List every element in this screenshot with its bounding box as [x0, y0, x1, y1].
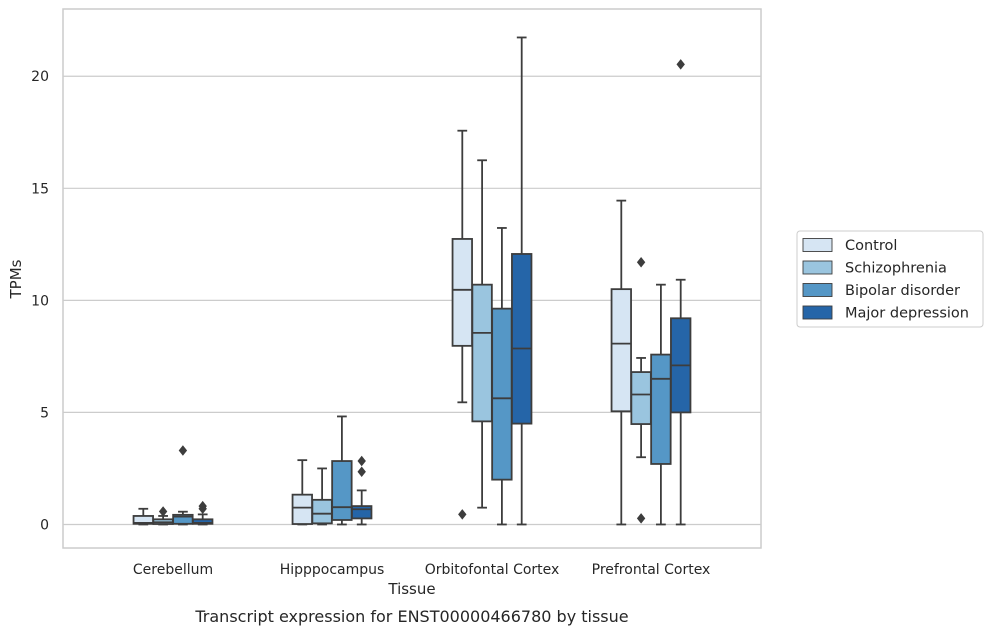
boxes: [132, 36, 692, 526]
box-iqr: [291, 493, 313, 525]
y-tick-labels: 0 5 10 15 20: [31, 69, 49, 533]
legend-label: Control: [845, 238, 897, 254]
outlier-point: [198, 500, 207, 512]
x-tick-label: Cerebellum: [133, 562, 213, 578]
legend-label: Schizophrenia: [845, 261, 947, 277]
box-bipolar-disorder: [491, 227, 513, 526]
box-bipolar-disorder: [172, 445, 194, 526]
box-major-depression: [670, 59, 692, 526]
y-tick-label: 5: [40, 405, 49, 421]
box-major-depression: [192, 500, 214, 526]
box-control: [451, 129, 473, 520]
box-schizophrenia: [471, 159, 493, 509]
box-schizophrenia: [152, 506, 174, 526]
legend-label: Major depression: [845, 306, 969, 322]
legend: Control Schizophrenia Bipolar disorder Majo…: [796, 230, 984, 328]
outlier-point: [178, 445, 188, 456]
outlier-point: [357, 455, 366, 467]
outlier-point: [676, 59, 685, 70]
plot-frame: [62, 8, 762, 549]
y-axis-label: TPMs: [7, 259, 25, 299]
outlier-point: [458, 509, 467, 520]
y-tick-label: 0: [40, 517, 49, 533]
x-axis-label: Tissue: [387, 580, 435, 598]
box-iqr: [351, 505, 373, 520]
box-iqr: [451, 238, 473, 347]
box-control: [291, 459, 313, 526]
y-tick-label: 15: [31, 181, 49, 197]
box-control: [610, 199, 632, 526]
legend-swatch: [802, 283, 833, 297]
y-tick-label: 20: [31, 69, 49, 85]
box-control: [132, 507, 154, 526]
box-iqr: [471, 283, 493, 423]
x-tick-label: Hipppocampus: [280, 562, 385, 578]
x-tick-label: Prefrontal Cortex: [592, 562, 711, 578]
outlier-point: [636, 513, 646, 524]
x-tick-label: Orbitofontal Cortex: [425, 562, 560, 578]
legend-frame: [796, 230, 984, 328]
figure-caption: Transcript expression for ENST0000046678…: [194, 607, 628, 626]
legend-label: Bipolar disorder: [845, 283, 960, 299]
box-major-depression: [511, 36, 533, 526]
outlier-point: [158, 506, 168, 517]
box-iqr: [511, 253, 533, 425]
box-major-depression: [351, 455, 373, 526]
box-bipolar-disorder: [650, 283, 672, 526]
box-iqr: [610, 288, 632, 413]
box-schizophrenia: [311, 467, 333, 526]
y-tick-label: 10: [31, 293, 49, 309]
box-iqr: [331, 460, 353, 521]
box-iqr: [311, 498, 333, 525]
box-schizophrenia: [630, 257, 652, 524]
box-bipolar-disorder: [331, 415, 353, 526]
outlier-point: [636, 257, 646, 268]
outlier-point: [357, 466, 366, 478]
legend-swatch: [802, 305, 833, 320]
legend-swatch: [802, 260, 833, 275]
box-iqr: [650, 353, 672, 465]
box-iqr: [491, 307, 513, 481]
x-tick-labels: Cerebellum Hipppocampus Orbitofontal Corte…: [133, 562, 710, 578]
legend-swatch: [802, 238, 833, 252]
box-iqr: [630, 371, 652, 425]
